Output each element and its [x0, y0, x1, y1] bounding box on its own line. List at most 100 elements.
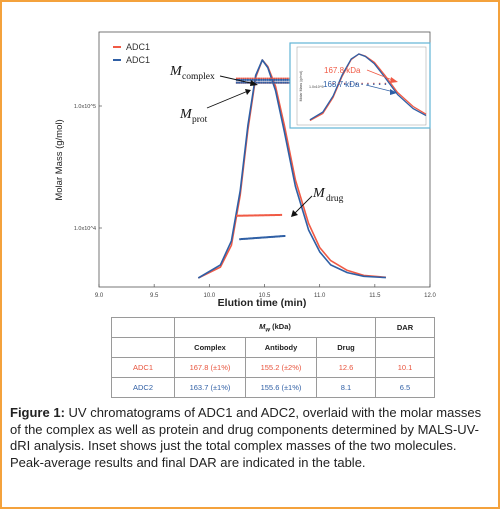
mm-point-complex_adc1: [280, 77, 283, 80]
mm-point-complex_adc2: [244, 78, 247, 81]
figure-caption: Figure 1: UV chromatograms of ADC1 and A…: [10, 405, 488, 471]
inset-mm-complex_adc2: [349, 83, 352, 85]
x-tick-label: 9.5: [150, 293, 159, 299]
mm-point-drug_adc1: [258, 214, 261, 217]
mm-point-complex_adc2: [246, 78, 249, 81]
legend: ADC1 ADC1: [113, 42, 150, 65]
cell-antibody: 155.6 (±1%): [245, 377, 317, 398]
mm-point-complex_adc1: [266, 77, 269, 80]
annotation-prot-sub: prot: [192, 115, 208, 125]
mm-point-complex_adc2: [264, 78, 267, 81]
inset-mm-complex_adc2: [332, 83, 334, 85]
mm-point-protein_adc2: [286, 81, 289, 84]
annotation-drug-sub: drug: [326, 194, 344, 204]
annotations: M complex M prot M drug: [169, 64, 344, 217]
mm-point-drug_adc1: [239, 214, 242, 217]
y-axis-label: Molar Mass (g/mol): [54, 119, 65, 200]
x-tick-label: 9.0: [95, 293, 104, 299]
cell-complex: 163.7 (±1%): [174, 377, 246, 398]
mm-point-drug_adc2: [239, 238, 242, 241]
mm-point-drug_adc1: [267, 214, 270, 217]
cell-drug: 8.1: [316, 377, 376, 398]
inset-frame: [289, 42, 431, 129]
mm-point-drug_adc2: [279, 235, 282, 238]
annotation-complex-sub: complex: [182, 72, 215, 82]
mm-point-protein_adc2: [280, 81, 283, 84]
mm-point-drug_adc1: [248, 214, 251, 217]
mw-header-sub: w: [265, 327, 271, 334]
cell-complex: 167.8 (±1%): [174, 357, 246, 378]
mm-point-complex_adc1: [269, 77, 271, 80]
mm-point-drug_adc1: [274, 214, 277, 216]
mm-point-protein_adc2: [266, 81, 269, 84]
mm-point-protein_adc2: [235, 81, 238, 84]
inset-arrow-adc2: [365, 84, 395, 93]
inset-curve-adc2: [309, 53, 427, 121]
mm-point-drug_adc2: [274, 235, 277, 238]
mm-point-drug_adc1: [257, 214, 260, 217]
mm-point-complex_adc2: [262, 78, 265, 81]
legend-label-1: ADC1: [126, 42, 150, 52]
chromatogram-curves: [197, 59, 386, 279]
mm-point-complex_adc1: [251, 77, 254, 80]
mm-point-protein_adc2: [244, 81, 247, 84]
inset-mm-complex_adc2: [367, 83, 369, 85]
cell-dar: 10.1: [375, 357, 435, 378]
inset-label-adc1: 167.8 kDa: [324, 66, 361, 75]
mm-point-drug_adc1: [235, 214, 238, 217]
mm-point-protein_adc2: [271, 81, 274, 84]
dar-header: DAR: [375, 317, 435, 338]
arrowhead-prot: [245, 89, 251, 95]
mm-point-drug_adc1: [237, 214, 240, 217]
mm-point-complex_adc1: [275, 77, 278, 80]
subheader-complex: Complex: [174, 337, 246, 358]
table-row: ADC1 167.8 (±1%) 155.2 (±2%) 12.6 10.1: [111, 357, 435, 378]
mm-point-complex_adc2: [284, 78, 287, 81]
table-header-row: Mw (kDa) DAR: [111, 317, 435, 338]
inset-arrowhead-adc1: [390, 77, 398, 83]
mm-point-drug_adc1: [243, 214, 245, 217]
mm-point-drug_adc1: [253, 214, 256, 217]
mm-point-protein_adc2: [260, 81, 263, 84]
mm-point-protein_adc2: [284, 81, 287, 84]
mm-point-drug_adc2: [269, 236, 272, 238]
x-axis-label: Elution time (min): [218, 297, 307, 309]
mm-point-drug_adc2: [271, 235, 273, 238]
row-name: ADC1: [111, 357, 175, 378]
row-name: ADC2: [111, 377, 175, 398]
mw-header-unit: (kDa): [270, 321, 291, 331]
mm-point-complex_adc2: [238, 78, 241, 81]
inset-mm-complex_adc2: [361, 83, 363, 85]
inset-y-label: Molar Mass (g/mol): [299, 71, 303, 102]
mm-point-complex_adc2: [286, 78, 289, 81]
inset-arrow-adc1: [366, 69, 396, 82]
mm-point-protein_adc2: [282, 81, 285, 84]
inset-curves: [309, 53, 427, 122]
arrowhead-drug: [291, 210, 298, 217]
mm-point-drug_adc2: [246, 237, 249, 240]
mm-point-complex_adc1: [273, 77, 276, 80]
y-tick-label: 1.0x10^5: [74, 104, 96, 110]
mm-point-drug_adc1: [260, 214, 263, 217]
annotation-m-complex: M: [169, 64, 183, 79]
table-row: ADC2 163.7 (±1%) 155.6 (±1%) 8.1 6.5: [111, 377, 435, 398]
mm-point-drug_adc2: [242, 237, 245, 240]
annotation-m-prot: M: [179, 107, 193, 122]
mm-point-drug_adc1: [241, 214, 244, 217]
mm-point-complex_adc1: [264, 77, 267, 80]
mm-point-complex_adc1: [240, 77, 243, 80]
mm-point-drug_adc2: [256, 236, 259, 239]
mm-point-complex_adc2: [251, 78, 254, 81]
inset-arrowhead-adc2: [390, 89, 397, 95]
x-tick-label: 11.5: [369, 293, 381, 299]
mm-point-complex_adc1: [282, 77, 285, 80]
mm-point-complex_adc1: [235, 77, 238, 80]
mm-point-drug_adc1: [269, 214, 272, 217]
mm-point-drug_adc1: [255, 214, 258, 217]
mm-point-drug_adc1: [273, 214, 275, 217]
mm-point-complex_adc1: [286, 77, 289, 80]
mm-point-complex_adc2: [269, 78, 271, 81]
mm-point-protein_adc2: [242, 81, 245, 84]
chromatogram-adc2: [197, 59, 386, 279]
inset: Molar Mass (g/mol) 1.0x10^5 167.8 kDa 16…: [289, 42, 431, 129]
